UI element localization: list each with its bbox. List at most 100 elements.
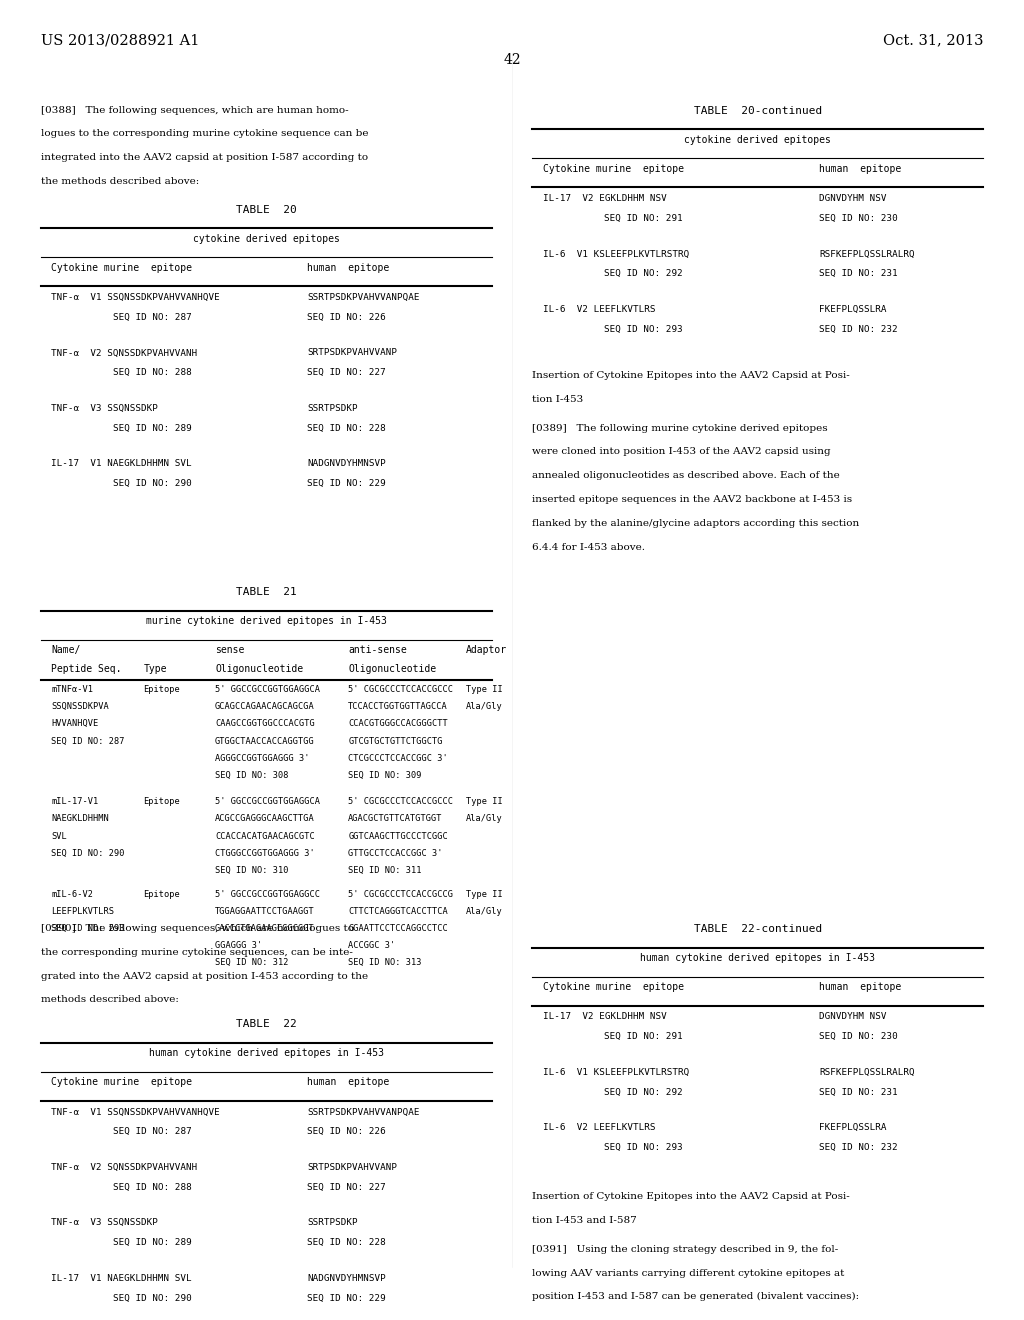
Text: CCACCACATGAACAGCGTC: CCACCACATGAACAGCGTC — [215, 832, 314, 841]
Text: annealed oligonucleotides as described above. Each of the: annealed oligonucleotides as described a… — [532, 471, 841, 480]
Text: SEQ ID NO: 232: SEQ ID NO: 232 — [819, 325, 898, 334]
Text: SEQ ID NO: 291: SEQ ID NO: 291 — [604, 214, 683, 223]
Text: Ala/Gly: Ala/Gly — [466, 814, 503, 824]
Text: Cytokine murine  epitope: Cytokine murine epitope — [51, 263, 193, 273]
Text: TABLE  22-continued: TABLE 22-continued — [693, 924, 822, 935]
Text: TNF-α  V3 SSQNSSDKP: TNF-α V3 SSQNSSDKP — [51, 1218, 158, 1228]
Text: [0388]   The following sequences, which are human homo-: [0388] The following sequences, which ar… — [41, 106, 348, 115]
Text: TABLE  20-continued: TABLE 20-continued — [693, 106, 822, 116]
Text: GTCGTGCTGTTCTGGCTG: GTCGTGCTGTTCTGGCTG — [348, 737, 442, 746]
Text: SEQ ID NO: 289: SEQ ID NO: 289 — [113, 1238, 191, 1247]
Text: TNF-α  V3 SSQNSSDKP: TNF-α V3 SSQNSSDKP — [51, 404, 158, 413]
Text: CTGGGCCGGTGGAGGG 3': CTGGGCCGGTGGAGGG 3' — [215, 849, 314, 858]
Text: 5' CGCGCCCTCCACCGCCC: 5' CGCGCCCTCCACCGCCC — [348, 685, 454, 694]
Text: TABLE  22: TABLE 22 — [236, 1019, 297, 1030]
Text: [0391]   Using the cloning strategy described in 9, the fol-: [0391] Using the cloning strategy descri… — [532, 1245, 839, 1254]
Text: 5' CGCGCCCTCCACCGCCG: 5' CGCGCCCTCCACCGCCG — [348, 890, 454, 899]
Text: grated into the AAV2 capsid at position I-453 according to the: grated into the AAV2 capsid at position … — [41, 972, 368, 981]
Text: SEQ ID NO: 287: SEQ ID NO: 287 — [113, 1127, 191, 1137]
Text: Type: Type — [143, 664, 167, 675]
Text: SEQ ID NO: 229: SEQ ID NO: 229 — [307, 1294, 386, 1303]
Text: Type II: Type II — [466, 890, 503, 899]
Text: Epitope: Epitope — [143, 797, 180, 807]
Text: LEEFPLKVTLRS: LEEFPLKVTLRS — [51, 907, 115, 916]
Text: SEQ ID NO: 232: SEQ ID NO: 232 — [819, 1143, 898, 1152]
Text: SEQ ID NO: 228: SEQ ID NO: 228 — [307, 424, 386, 433]
Text: Peptide Seq.: Peptide Seq. — [51, 664, 122, 675]
Text: GACCCTGAGAAGCGGCGGT: GACCCTGAGAAGCGGCGGT — [215, 924, 314, 933]
Text: SEQ ID NO: 229: SEQ ID NO: 229 — [307, 479, 386, 488]
Text: SEQ ID NO: 293: SEQ ID NO: 293 — [604, 1143, 683, 1152]
Text: SEQ ID NO: 231: SEQ ID NO: 231 — [819, 1088, 898, 1097]
Text: mIL-6-V2: mIL-6-V2 — [51, 890, 93, 899]
Text: 5' CGCGCCCTCCACCGCCC: 5' CGCGCCCTCCACCGCCC — [348, 797, 454, 807]
Text: Oligonucleotide: Oligonucleotide — [215, 664, 303, 675]
Text: IL-6  V2 LEEFLKVTLRS: IL-6 V2 LEEFLKVTLRS — [543, 305, 655, 314]
Text: Ala/Gly: Ala/Gly — [466, 907, 503, 916]
Text: NADGNVDYHMNSVP: NADGNVDYHMNSVP — [307, 1274, 386, 1283]
Text: SSRTPSDKP: SSRTPSDKP — [307, 404, 357, 413]
Text: ACCGGC 3': ACCGGC 3' — [348, 941, 395, 950]
Text: Oct. 31, 2013: Oct. 31, 2013 — [883, 33, 983, 48]
Text: GGAGGG 3': GGAGGG 3' — [215, 941, 262, 950]
Text: Insertion of Cytokine Epitopes into the AAV2 Capsid at Posi-: Insertion of Cytokine Epitopes into the … — [532, 1192, 850, 1201]
Text: CAAGCCGGTGGCCCACGTG: CAAGCCGGTGGCCCACGTG — [215, 719, 314, 729]
Text: FKEFPLQSSLRA: FKEFPLQSSLRA — [819, 1123, 887, 1133]
Text: cytokine derived epitopes: cytokine derived epitopes — [193, 234, 340, 244]
Text: SEQ ID NO: 227: SEQ ID NO: 227 — [307, 368, 386, 378]
Text: NADGNVDYHMNSVP: NADGNVDYHMNSVP — [307, 459, 386, 469]
Text: tion I-453: tion I-453 — [532, 395, 584, 404]
Text: SEQ ID NO: 226: SEQ ID NO: 226 — [307, 313, 386, 322]
Text: ACGCCGAGGGCAAGCTTGA: ACGCCGAGGGCAAGCTTGA — [215, 814, 314, 824]
Text: SEQ ID NO: 290: SEQ ID NO: 290 — [113, 1294, 191, 1303]
Text: Adaptor: Adaptor — [466, 645, 507, 656]
Text: AGACGCTGTTCATGTGGT: AGACGCTGTTCATGTGGT — [348, 814, 442, 824]
Text: SEQ ID NO: 290: SEQ ID NO: 290 — [113, 479, 191, 488]
Text: SSRTPSDKPVAHVVANPQAE: SSRTPSDKPVAHVVANPQAE — [307, 293, 420, 302]
Text: human  epitope: human epitope — [819, 982, 901, 993]
Text: the methods described above:: the methods described above: — [41, 177, 200, 186]
Text: SEQ ID NO: 230: SEQ ID NO: 230 — [819, 214, 898, 223]
Text: SEQ ID NO: 287: SEQ ID NO: 287 — [51, 737, 125, 746]
Text: 5' GGCCGCCGGTGGAGGCA: 5' GGCCGCCGGTGGAGGCA — [215, 797, 321, 807]
Text: Epitope: Epitope — [143, 890, 180, 899]
Text: SEQ ID NO: 313: SEQ ID NO: 313 — [348, 958, 422, 968]
Text: IL-6  V2 LEEFLKVTLRS: IL-6 V2 LEEFLKVTLRS — [543, 1123, 655, 1133]
Text: US 2013/0288921 A1: US 2013/0288921 A1 — [41, 33, 200, 48]
Text: Type II: Type II — [466, 797, 503, 807]
Text: IL-17  V1 NAEGKLDHHMN SVL: IL-17 V1 NAEGKLDHHMN SVL — [51, 1274, 191, 1283]
Text: position I-453 and I-587 can be generated (bivalent vaccines):: position I-453 and I-587 can be generate… — [532, 1292, 859, 1302]
Text: TNF-α  V1 SSQNSSDKPVAHVVANHQVE: TNF-α V1 SSQNSSDKPVAHVVANHQVE — [51, 293, 220, 302]
Text: 42: 42 — [503, 53, 521, 67]
Text: SEQ ID NO: 287: SEQ ID NO: 287 — [113, 313, 191, 322]
Text: RSFKEFPLQSSLRALRQ: RSFKEFPLQSSLRALRQ — [819, 249, 914, 259]
Text: SEQ ID NO: 230: SEQ ID NO: 230 — [819, 1032, 898, 1041]
Text: Name/: Name/ — [51, 645, 81, 656]
Text: SEQ ID NO: 312: SEQ ID NO: 312 — [215, 958, 289, 968]
Text: human  epitope: human epitope — [307, 1077, 389, 1088]
Text: Type II: Type II — [466, 685, 503, 694]
Text: methods described above:: methods described above: — [41, 995, 179, 1005]
Text: SEQ ID NO: 292: SEQ ID NO: 292 — [604, 1088, 683, 1097]
Text: SSRTPSDKP: SSRTPSDKP — [307, 1218, 357, 1228]
Text: TNF-α  V1 SSQNSSDKPVAHVVANHQVE: TNF-α V1 SSQNSSDKPVAHVVANHQVE — [51, 1107, 220, 1117]
Text: TABLE  20: TABLE 20 — [236, 205, 297, 215]
Text: SEQ ID NO: 309: SEQ ID NO: 309 — [348, 771, 422, 780]
Text: TCCACCTGGTGGTTAGCCA: TCCACCTGGTGGTTAGCCA — [348, 702, 447, 711]
Text: AGGGCCGGTGGAGGG 3': AGGGCCGGTGGAGGG 3' — [215, 754, 309, 763]
Text: SRTPSDKPVAHVVANP: SRTPSDKPVAHVVANP — [307, 348, 397, 358]
Text: SEQ ID NO: 288: SEQ ID NO: 288 — [113, 368, 191, 378]
Text: inserted epitope sequences in the AAV2 backbone at I-453 is: inserted epitope sequences in the AAV2 b… — [532, 495, 853, 504]
Text: SEQ ID NO: 310: SEQ ID NO: 310 — [215, 866, 289, 875]
Text: human  epitope: human epitope — [819, 164, 901, 174]
Text: TGGAGGAATTCCTGAAGGT: TGGAGGAATTCCTGAAGGT — [215, 907, 314, 916]
Text: DGNVDYHM NSV: DGNVDYHM NSV — [819, 1012, 887, 1022]
Text: lowing AAV variants carrying different cytokine epitopes at: lowing AAV variants carrying different c… — [532, 1269, 845, 1278]
Text: FKEFPLQSSLRA: FKEFPLQSSLRA — [819, 305, 887, 314]
Text: IL-17  V1 NAEGKLDHHMN SVL: IL-17 V1 NAEGKLDHHMN SVL — [51, 459, 191, 469]
Text: logues to the corresponding murine cytokine sequence can be: logues to the corresponding murine cytok… — [41, 129, 369, 139]
Text: SEQ ID NO: 228: SEQ ID NO: 228 — [307, 1238, 386, 1247]
Text: NAEGKLDHHMN: NAEGKLDHHMN — [51, 814, 109, 824]
Text: SEQ ID NO: 231: SEQ ID NO: 231 — [819, 269, 898, 279]
Text: DGNVDYHM NSV: DGNVDYHM NSV — [819, 194, 887, 203]
